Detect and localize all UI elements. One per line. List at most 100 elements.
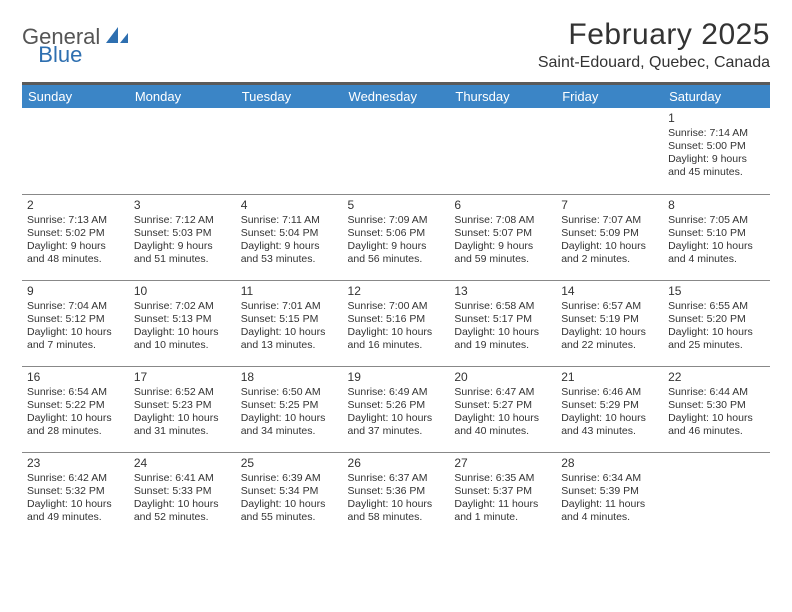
sunset-line: Sunset: 5:15 PM [241, 313, 338, 326]
calendar-cell: 14Sunrise: 6:57 AMSunset: 5:19 PMDayligh… [556, 280, 663, 366]
daylight-line: Daylight: 9 hours [454, 240, 551, 253]
daylight-line: and 58 minutes. [348, 511, 445, 524]
sunrise-line: Sunrise: 7:04 AM [27, 300, 124, 313]
sunset-line: Sunset: 5:32 PM [27, 485, 124, 498]
day-number: 4 [241, 198, 338, 213]
sunset-line: Sunset: 5:29 PM [561, 399, 658, 412]
calendar-cell [556, 108, 663, 194]
daylight-line: and 16 minutes. [348, 339, 445, 352]
daylight-line: Daylight: 10 hours [348, 412, 445, 425]
sunset-line: Sunset: 5:25 PM [241, 399, 338, 412]
day-number: 8 [668, 198, 765, 213]
day-number: 3 [134, 198, 231, 213]
sunrise-line: Sunrise: 6:41 AM [134, 472, 231, 485]
daylight-line: and 43 minutes. [561, 425, 658, 438]
daylight-line: Daylight: 10 hours [454, 412, 551, 425]
daylight-line: and 19 minutes. [454, 339, 551, 352]
calendar-cell: 25Sunrise: 6:39 AMSunset: 5:34 PMDayligh… [236, 452, 343, 538]
calendar-cell: 3Sunrise: 7:12 AMSunset: 5:03 PMDaylight… [129, 194, 236, 280]
calendar-row: 9Sunrise: 7:04 AMSunset: 5:12 PMDaylight… [22, 280, 770, 366]
sunset-line: Sunset: 5:17 PM [454, 313, 551, 326]
calendar-body: 1Sunrise: 7:14 AMSunset: 5:00 PMDaylight… [22, 108, 770, 538]
calendar-cell: 13Sunrise: 6:58 AMSunset: 5:17 PMDayligh… [449, 280, 556, 366]
calendar-table: Sunday Monday Tuesday Wednesday Thursday… [22, 85, 770, 538]
day-number: 20 [454, 370, 551, 385]
calendar-page: General Blue February 2025 Saint-Edouard… [0, 0, 792, 556]
logo-sail-icon [104, 25, 130, 50]
calendar-cell: 9Sunrise: 7:04 AMSunset: 5:12 PMDaylight… [22, 280, 129, 366]
calendar-cell [22, 108, 129, 194]
daylight-line: Daylight: 10 hours [348, 498, 445, 511]
sunset-line: Sunset: 5:30 PM [668, 399, 765, 412]
calendar-cell: 1Sunrise: 7:14 AMSunset: 5:00 PMDaylight… [663, 108, 770, 194]
day-number: 13 [454, 284, 551, 299]
sunrise-line: Sunrise: 6:47 AM [454, 386, 551, 399]
sunrise-line: Sunrise: 6:34 AM [561, 472, 658, 485]
daylight-line: Daylight: 10 hours [561, 412, 658, 425]
calendar-cell [236, 108, 343, 194]
daylight-line: Daylight: 10 hours [561, 326, 658, 339]
calendar-row: 2Sunrise: 7:13 AMSunset: 5:02 PMDaylight… [22, 194, 770, 280]
day-number: 15 [668, 284, 765, 299]
daylight-line: and 45 minutes. [668, 166, 765, 179]
daylight-line: Daylight: 9 hours [134, 240, 231, 253]
daylight-line: and 13 minutes. [241, 339, 338, 352]
sunrise-line: Sunrise: 7:07 AM [561, 214, 658, 227]
daylight-line: and 1 minute. [454, 511, 551, 524]
day-header: Saturday [663, 85, 770, 108]
daylight-line: Daylight: 9 hours [348, 240, 445, 253]
calendar-row: 23Sunrise: 6:42 AMSunset: 5:32 PMDayligh… [22, 452, 770, 538]
calendar-cell: 26Sunrise: 6:37 AMSunset: 5:36 PMDayligh… [343, 452, 450, 538]
day-number: 19 [348, 370, 445, 385]
day-number: 10 [134, 284, 231, 299]
day-number: 9 [27, 284, 124, 299]
sunrise-line: Sunrise: 6:49 AM [348, 386, 445, 399]
sunrise-line: Sunrise: 7:00 AM [348, 300, 445, 313]
logo-text-blue: Blue [38, 42, 82, 68]
sunrise-line: Sunrise: 7:12 AM [134, 214, 231, 227]
day-number: 26 [348, 456, 445, 471]
day-number: 7 [561, 198, 658, 213]
calendar-cell: 16Sunrise: 6:54 AMSunset: 5:22 PMDayligh… [22, 366, 129, 452]
daylight-line: and 10 minutes. [134, 339, 231, 352]
sunset-line: Sunset: 5:03 PM [134, 227, 231, 240]
daylight-line: Daylight: 10 hours [561, 240, 658, 253]
daylight-line: Daylight: 10 hours [668, 412, 765, 425]
calendar-cell: 18Sunrise: 6:50 AMSunset: 5:25 PMDayligh… [236, 366, 343, 452]
sunrise-line: Sunrise: 7:14 AM [668, 127, 765, 140]
sunset-line: Sunset: 5:33 PM [134, 485, 231, 498]
daylight-line: Daylight: 10 hours [134, 412, 231, 425]
sunrise-line: Sunrise: 6:50 AM [241, 386, 338, 399]
calendar-cell: 5Sunrise: 7:09 AMSunset: 5:06 PMDaylight… [343, 194, 450, 280]
calendar-cell: 27Sunrise: 6:35 AMSunset: 5:37 PMDayligh… [449, 452, 556, 538]
sunset-line: Sunset: 5:07 PM [454, 227, 551, 240]
day-header: Friday [556, 85, 663, 108]
calendar-row: 16Sunrise: 6:54 AMSunset: 5:22 PMDayligh… [22, 366, 770, 452]
sunrise-line: Sunrise: 6:37 AM [348, 472, 445, 485]
calendar-cell: 7Sunrise: 7:07 AMSunset: 5:09 PMDaylight… [556, 194, 663, 280]
daylight-line: and 59 minutes. [454, 253, 551, 266]
location-label: Saint-Edouard, Quebec, Canada [538, 54, 770, 72]
day-number: 2 [27, 198, 124, 213]
calendar-cell: 15Sunrise: 6:55 AMSunset: 5:20 PMDayligh… [663, 280, 770, 366]
daylight-line: and 46 minutes. [668, 425, 765, 438]
daylight-line: Daylight: 11 hours [561, 498, 658, 511]
sunrise-line: Sunrise: 6:35 AM [454, 472, 551, 485]
calendar-cell [663, 452, 770, 538]
sunrise-line: Sunrise: 7:05 AM [668, 214, 765, 227]
sunset-line: Sunset: 5:13 PM [134, 313, 231, 326]
daylight-line: and 28 minutes. [27, 425, 124, 438]
daylight-line: Daylight: 10 hours [134, 326, 231, 339]
sunrise-line: Sunrise: 7:08 AM [454, 214, 551, 227]
calendar-cell: 11Sunrise: 7:01 AMSunset: 5:15 PMDayligh… [236, 280, 343, 366]
sunrise-line: Sunrise: 6:42 AM [27, 472, 124, 485]
day-header: Monday [129, 85, 236, 108]
sunset-line: Sunset: 5:39 PM [561, 485, 658, 498]
calendar-cell: 23Sunrise: 6:42 AMSunset: 5:32 PMDayligh… [22, 452, 129, 538]
calendar-cell: 8Sunrise: 7:05 AMSunset: 5:10 PMDaylight… [663, 194, 770, 280]
page-header: General Blue February 2025 Saint-Edouard… [22, 18, 770, 72]
sunset-line: Sunset: 5:02 PM [27, 227, 124, 240]
daylight-line: Daylight: 10 hours [241, 498, 338, 511]
calendar-cell: 22Sunrise: 6:44 AMSunset: 5:30 PMDayligh… [663, 366, 770, 452]
calendar-cell: 6Sunrise: 7:08 AMSunset: 5:07 PMDaylight… [449, 194, 556, 280]
